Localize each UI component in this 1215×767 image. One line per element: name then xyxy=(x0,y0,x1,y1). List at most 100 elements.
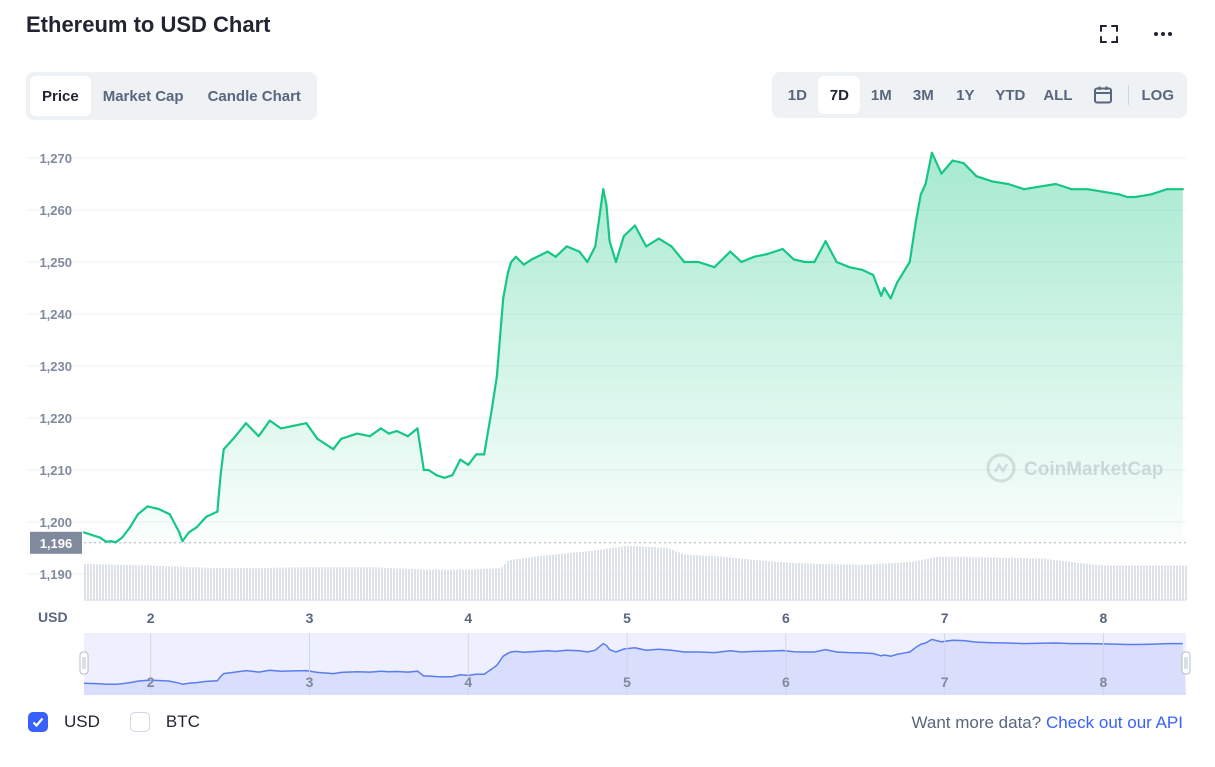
volume-bar xyxy=(165,566,167,600)
volume-bar xyxy=(795,562,797,600)
volume-bar xyxy=(498,568,500,600)
range-all[interactable]: ALL xyxy=(1043,86,1073,104)
volume-bar xyxy=(429,569,431,600)
price-line-segment xyxy=(605,203,611,243)
volume-bar xyxy=(1023,558,1025,600)
range-ytd[interactable]: YTD xyxy=(995,86,1026,104)
fullscreen-icon[interactable] xyxy=(1097,22,1121,46)
volume-bar xyxy=(663,547,665,600)
volume-bar xyxy=(576,552,578,600)
volume-bar xyxy=(348,567,350,600)
volume-bar xyxy=(645,546,647,600)
log-scale-toggle[interactable]: LOG xyxy=(1141,86,1175,104)
volume-bar xyxy=(1044,558,1046,600)
volume-bar xyxy=(96,564,98,600)
volume-bar xyxy=(852,564,854,600)
volume-bar xyxy=(1131,565,1133,600)
range-navigator[interactable]: 2 3 4 5 6 7 8 xyxy=(79,633,1191,695)
volume-bar xyxy=(468,569,470,600)
volume-bar xyxy=(882,563,884,600)
volume-bar xyxy=(309,567,311,600)
price-line-segment xyxy=(136,505,149,516)
legend-btc-label: BTC xyxy=(165,712,200,731)
volume-bar xyxy=(1053,559,1055,600)
range-7d[interactable]: 7D xyxy=(818,76,861,114)
volume-bar xyxy=(693,555,695,600)
volume-bar xyxy=(1152,565,1154,600)
volume-bar xyxy=(573,552,575,600)
volume-bar xyxy=(999,557,1001,600)
volume-bar xyxy=(441,569,443,600)
tab-price[interactable]: Price xyxy=(30,76,91,116)
volume-bar xyxy=(249,568,251,600)
volume-bar xyxy=(942,556,944,600)
legend-btc[interactable]: BTC xyxy=(129,712,200,732)
volume-bar xyxy=(333,567,335,600)
range-1m[interactable]: 1M xyxy=(870,86,892,104)
volume-bar xyxy=(300,567,302,600)
volume-bar xyxy=(318,567,320,600)
x-tick-label: 5 xyxy=(623,610,631,626)
volume-bar xyxy=(600,549,602,600)
volume-bar xyxy=(321,567,323,600)
volume-bar xyxy=(1029,558,1031,600)
volume-bar xyxy=(924,559,926,600)
price-line-segment xyxy=(872,273,883,297)
price-line-segment xyxy=(219,448,225,477)
price-line-segment xyxy=(554,245,568,258)
volume-bar xyxy=(669,548,671,600)
price-line-segment xyxy=(895,271,905,284)
volume-bar xyxy=(624,546,626,600)
price-line-segment xyxy=(919,182,927,196)
navigator-handle-left[interactable] xyxy=(79,651,89,675)
volume-bar xyxy=(213,567,215,600)
volume-bar xyxy=(1185,565,1187,600)
volume-bar xyxy=(900,562,902,600)
price-line-segment xyxy=(792,258,807,264)
volume-bar xyxy=(411,569,413,600)
volume-bar xyxy=(729,557,731,600)
time-range-selector: 1D 7D 1M 3M 1Y YTD ALL LOG xyxy=(772,72,1187,118)
volume-bar xyxy=(642,546,644,600)
usd-checkbox[interactable] xyxy=(28,712,48,732)
volume-bar xyxy=(945,556,947,600)
chart-type-tabs: Price Market Cap Candle Chart xyxy=(26,72,317,120)
price-line-segment xyxy=(187,526,198,534)
price-line-segment xyxy=(435,474,446,479)
volume-bar xyxy=(927,558,929,600)
navigator-handle-right[interactable] xyxy=(1181,651,1191,675)
volume-bar xyxy=(111,564,113,600)
tab-candle-chart[interactable]: Candle Chart xyxy=(207,87,301,105)
range-1d[interactable]: 1D xyxy=(787,86,807,104)
y-tick-label: 1,270 xyxy=(39,151,72,166)
volume-bar xyxy=(939,556,941,600)
volume-bar xyxy=(1089,564,1091,600)
volume-bar xyxy=(237,568,239,600)
api-link[interactable]: Check out our API xyxy=(1045,713,1183,732)
price-line-segment xyxy=(1118,193,1129,199)
navigator-tick-label: 7 xyxy=(941,674,949,690)
tab-market-cap[interactable]: Market Cap xyxy=(102,87,184,105)
volume-bar xyxy=(1008,557,1010,600)
price-line-segment xyxy=(765,247,784,256)
price-line-segment xyxy=(740,255,756,264)
price-line-segment xyxy=(657,237,673,248)
range-3m[interactable]: 3M xyxy=(912,86,934,104)
volume-bar xyxy=(741,558,743,600)
volume-bar xyxy=(267,567,269,600)
btc-checkbox[interactable] xyxy=(129,712,150,732)
volume-bar xyxy=(678,552,680,600)
volume-bars xyxy=(84,545,1187,600)
volume-bar xyxy=(912,561,914,600)
calendar-icon[interactable] xyxy=(1082,76,1124,114)
volume-bar xyxy=(762,560,764,600)
legend-usd[interactable]: USD xyxy=(28,712,100,732)
volume-bar xyxy=(1011,557,1013,600)
volume-bar xyxy=(1125,565,1127,600)
range-1y[interactable]: 1Y xyxy=(956,86,975,104)
volume-bar xyxy=(1143,565,1145,600)
more-icon[interactable] xyxy=(1151,22,1175,46)
volume-bar xyxy=(1113,565,1115,600)
volume-bar xyxy=(504,563,506,600)
volume-bar xyxy=(867,564,869,600)
